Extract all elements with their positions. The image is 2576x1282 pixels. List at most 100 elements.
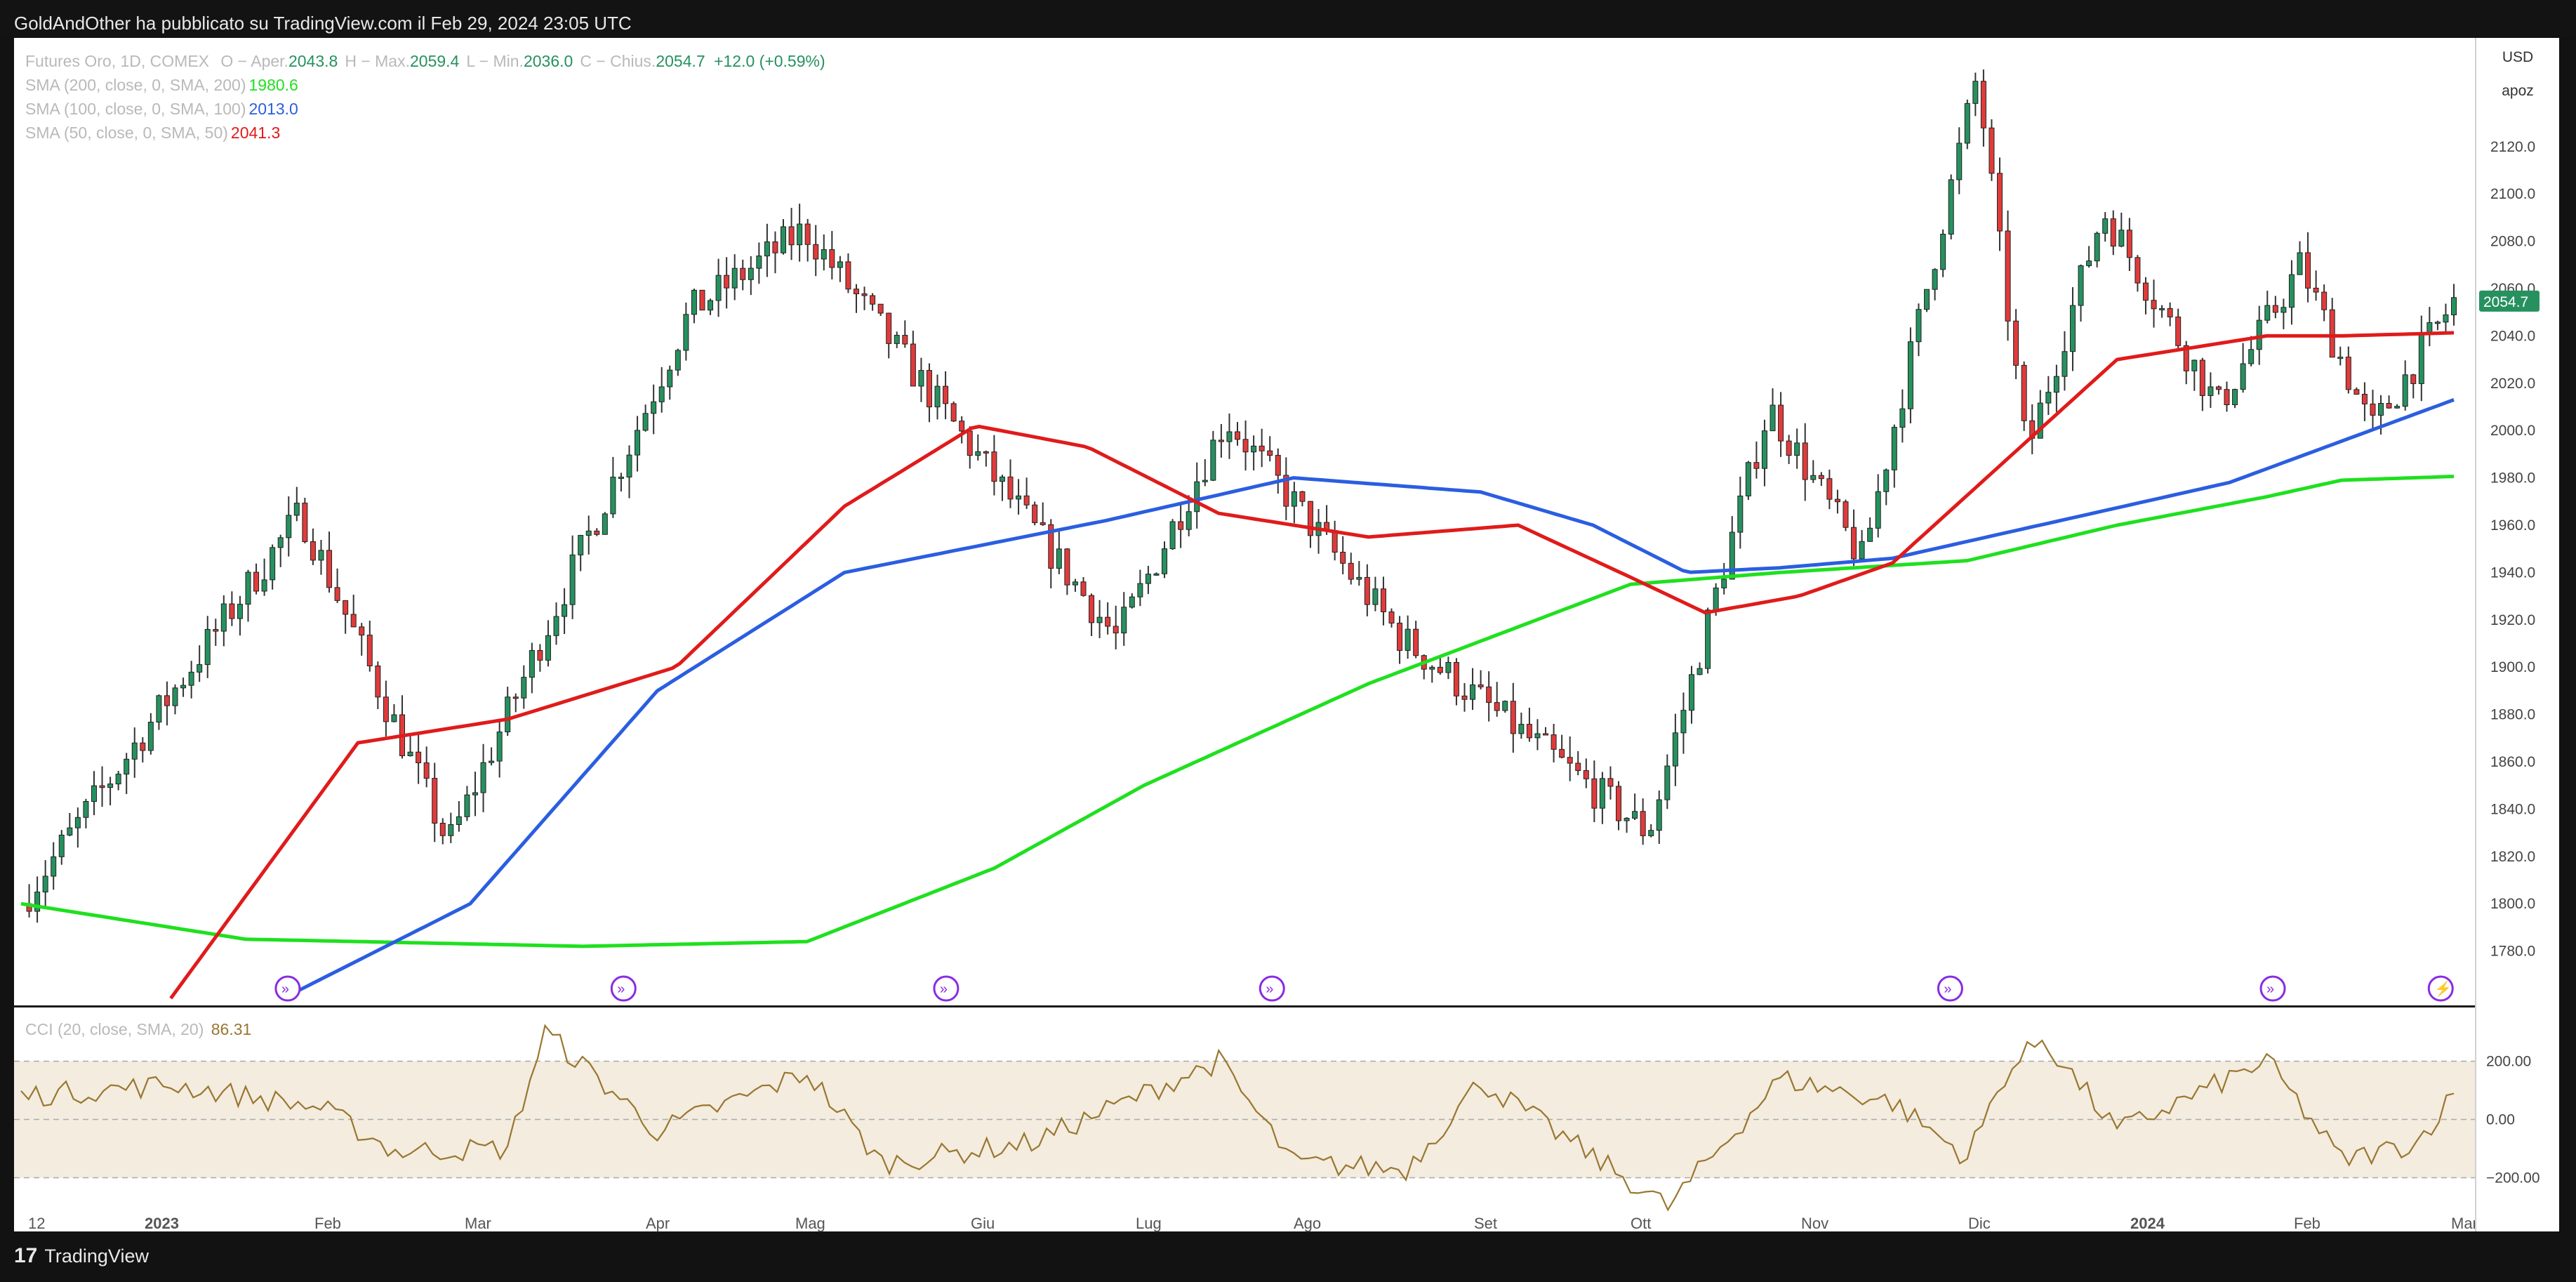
candle-body <box>1064 548 1070 586</box>
candle-body <box>2337 357 2344 359</box>
indicator-label: SMA (50, close, 0, SMA, 50) <box>25 124 228 142</box>
candle-body <box>448 824 454 836</box>
candle-body <box>1713 587 1719 611</box>
candle-body <box>1591 778 1598 809</box>
candle-body <box>512 696 519 699</box>
candle-body <box>658 386 665 402</box>
candle-body <box>1478 684 1484 687</box>
last-price-badge <box>2479 290 2540 312</box>
candle-body <box>2094 232 2100 262</box>
candle-body <box>602 513 608 535</box>
candle-body <box>505 696 511 732</box>
ohlc-label: O − Aper. <box>220 52 288 70</box>
indicator-legend[interactable]: SMA (200, close, 0, SMA, 200) 1980.6 <box>25 76 298 95</box>
candle-body <box>1113 626 1119 634</box>
candle-body <box>213 628 219 632</box>
candle-body <box>2167 308 2173 317</box>
candle-body <box>1543 733 1549 736</box>
candle-body <box>1518 724 1525 734</box>
dividend-event-icon[interactable] <box>610 975 637 1002</box>
cci-panel[interactable]: CCI (20, close, SMA, 20) 86.31 <box>14 1007 2475 1231</box>
candle-body <box>731 267 738 289</box>
price-axis[interactable]: USD apoz 2120.0 2100.0 2080.0 2060.0 2040.0 2… <box>2475 38 2559 1231</box>
candle-body <box>1169 521 1176 550</box>
legend-ohlc-o: O − Aper.2043.8 <box>220 52 338 70</box>
currency-label[interactable]: USD <box>2502 49 2534 65</box>
candle-body <box>2280 307 2287 313</box>
candle-body <box>1997 173 2003 232</box>
candle-body <box>1989 127 1995 174</box>
candle-body <box>521 677 527 699</box>
candle-body <box>910 343 916 387</box>
dividend-event-icon[interactable] <box>933 975 960 1002</box>
legend-ohlc-c: C − Chius.2054.7 <box>580 52 705 70</box>
event-icon-glyph: » <box>281 982 289 997</box>
price-tick-label: 2120.0 <box>2490 139 2535 155</box>
candle-body <box>1056 548 1062 569</box>
price-tick-label: 1920.0 <box>2490 612 2535 628</box>
candle-body <box>2215 386 2222 390</box>
candle-body <box>2288 274 2295 308</box>
dividend-event-icon[interactable] <box>274 975 301 1002</box>
time-axis-label: Mar <box>2451 1215 2475 1232</box>
legend-symbol: Futures Oro, 1D, COMEX <box>25 52 210 70</box>
time-axis[interactable]: 12 2023 Feb Mar Apr Mag Giu Lug Ago Set Ott Nov Dic 2… <box>14 1213 2475 1241</box>
price-tick-label: 1820.0 <box>2490 849 2535 865</box>
price-tick-label: 1800.0 <box>2490 896 2535 912</box>
candle-body <box>1859 541 1865 560</box>
candle-body <box>748 267 754 280</box>
candle-body <box>1648 830 1654 836</box>
candle-body <box>797 223 803 246</box>
candle-body <box>699 289 705 311</box>
pane-separator[interactable] <box>14 1005 2475 1007</box>
axis-ticks: 2120.02100.02080.02060.02040.02020.02000… <box>2479 139 2540 1187</box>
dividend-event-icon[interactable] <box>1937 975 1963 1002</box>
event-icon-glyph: » <box>1266 982 1273 997</box>
candle-body <box>334 587 340 601</box>
legend-ohlc: O − Aper.2043.8 H − Max.2059.4 L − Min.203… <box>213 52 705 70</box>
candle-body <box>83 801 89 818</box>
indicator-legend[interactable]: SMA (50, close, 0, SMA, 50) 2041.3 <box>25 124 280 143</box>
chart-area[interactable]: » » » » » » ⚡ Futures Oro, 1D, COMEX O − Aper.… <box>14 38 2475 1231</box>
candle-body <box>2313 287 2319 293</box>
scale-mode-label[interactable]: apoz <box>2502 83 2534 99</box>
price-chart[interactable]: » » » » » » ⚡ <box>14 38 2475 1005</box>
event-icon-glyph: ⚡ <box>2434 980 2452 997</box>
dividend-event-icon[interactable] <box>2259 975 2286 1002</box>
cci-chart[interactable] <box>14 1007 2475 1231</box>
candle-body <box>967 430 973 456</box>
candle-body <box>902 335 908 345</box>
candle-body <box>2118 230 2125 247</box>
candle-body <box>1640 811 1646 836</box>
candle-body <box>1826 478 1833 500</box>
price-tick-label: 1940.0 <box>2490 564 2535 581</box>
candle-body <box>870 295 876 305</box>
brand-name: TradingView <box>44 1245 149 1267</box>
time-axis-label: 2023 <box>145 1215 179 1232</box>
tradingview-logo[interactable]: 17 TradingView <box>14 1244 149 1268</box>
time-axis-label: Mag <box>795 1215 825 1232</box>
candle-body <box>99 785 105 788</box>
candle-body <box>1178 521 1184 530</box>
candle-body <box>1413 628 1419 656</box>
candle-body <box>180 685 187 689</box>
cci-tick-label: 0.00 <box>2486 1112 2515 1128</box>
candle-body <box>545 635 551 661</box>
candle-body <box>2378 403 2384 416</box>
cci-value: 86.31 <box>211 1020 252 1038</box>
dividend-event-icon[interactable] <box>1259 975 1285 1002</box>
candle-body <box>950 403 957 422</box>
candle-body <box>804 223 811 245</box>
candle-body <box>1616 786 1622 821</box>
candle-body <box>1461 695 1468 700</box>
candle-body <box>1948 179 1954 234</box>
candle-body <box>1745 462 1751 496</box>
candle-body <box>740 267 746 280</box>
candle-body <box>464 794 470 817</box>
indicator-legend[interactable]: SMA (100, close, 0, SMA, 100) 2013.0 <box>25 100 298 119</box>
time-axis-label: Ott <box>1631 1215 1651 1232</box>
candle-body <box>1429 666 1435 670</box>
split-event-icon[interactable] <box>2427 975 2454 1002</box>
candle-body <box>1956 143 1963 180</box>
price-panel[interactable]: » » » » » » ⚡ Futures Oro, 1D, COMEX O − Aper.… <box>14 38 2475 1005</box>
